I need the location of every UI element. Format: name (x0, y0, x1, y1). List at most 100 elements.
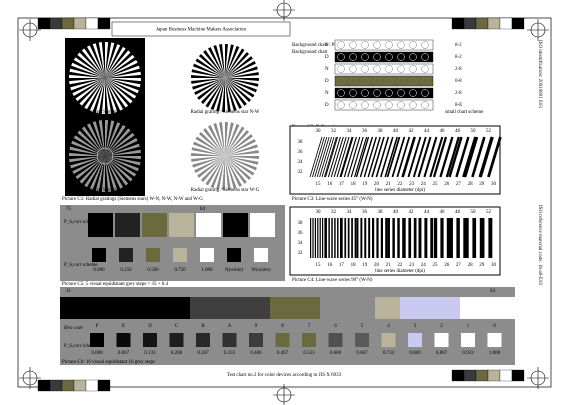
star-wedge (191, 78, 225, 84)
c5-value: W(white) (251, 268, 270, 273)
star-wedge (84, 78, 105, 110)
star-wedge (105, 78, 129, 108)
grating-line (407, 136, 422, 178)
grating-line (312, 218, 314, 258)
c6-bar (400, 297, 460, 319)
star-wedge (208, 47, 225, 78)
grating-top: 36 (362, 210, 368, 215)
c2-dot (337, 41, 345, 49)
star-wedge (225, 44, 228, 78)
star-wedge (219, 44, 225, 78)
grating-line (463, 136, 479, 178)
grating-line (314, 218, 316, 258)
star-wedge (69, 146, 105, 156)
star-wedge (105, 122, 121, 156)
c6-hex: 0 (493, 324, 496, 329)
star-wedge (225, 156, 237, 189)
c6-hex: 1 (467, 324, 470, 329)
c2-dot (337, 53, 345, 61)
grating-line (347, 218, 350, 258)
grating-line (448, 136, 463, 178)
grating-line (417, 136, 432, 178)
c2-left: N (325, 67, 329, 72)
grating-bottom: 26 (444, 182, 450, 187)
c2-dot (421, 89, 429, 97)
title-box (111, 21, 291, 37)
c6-top-left: 31 (66, 289, 72, 294)
grating-line (424, 218, 428, 258)
star-wedge (105, 143, 140, 156)
star-wedge (105, 120, 109, 156)
grating-line (309, 136, 323, 178)
c6-patch (408, 333, 422, 347)
grating-left: 38 (298, 221, 304, 226)
star-wedge (195, 58, 225, 78)
star-wedge (77, 52, 105, 78)
star-wedge (105, 42, 109, 78)
star-wedge (192, 78, 225, 90)
c6-patch (302, 333, 316, 347)
c5-value: 0.000 (93, 268, 105, 273)
grating-bottom: 20 (374, 263, 380, 268)
c2-dot (349, 77, 357, 85)
star-wedge (105, 78, 112, 114)
star-wedge (105, 156, 139, 172)
star-wedge (105, 42, 115, 78)
c2-title: Background chart / Picture (292, 43, 347, 48)
c6-hex: 4 (387, 324, 390, 329)
star-wedge (71, 140, 105, 156)
star-wedge (225, 78, 237, 111)
control-patch (37, 17, 51, 30)
c2-right: 8-2 (455, 43, 462, 48)
grating-line (434, 218, 438, 258)
grating-line (354, 218, 357, 258)
star-wedge (225, 122, 234, 156)
star-wedge (69, 74, 105, 78)
c6-hex: E (122, 324, 125, 329)
star-wedge (105, 156, 137, 177)
star-wedge (105, 156, 118, 191)
grating-line (344, 218, 347, 258)
grating-line (456, 218, 460, 258)
grating-line (432, 136, 448, 178)
grating-line (449, 218, 453, 258)
grating-bottom: 19 (362, 263, 368, 268)
star-wedge (194, 78, 225, 95)
grating-top: 44 (424, 210, 430, 215)
star-wedge (84, 156, 105, 188)
star-wedge (210, 78, 225, 110)
grating-bottom: 17 (339, 182, 345, 187)
grating-line (341, 218, 343, 258)
caption: Picture C5: 5 visual equidistant grey st… (62, 282, 169, 287)
star-wedge (198, 131, 225, 156)
c5-small-patch (119, 248, 133, 262)
c6-hex: 9 (255, 324, 258, 329)
c6-hex: 5 (361, 324, 364, 329)
grating-bottom: 15 (316, 182, 322, 187)
c2-note: Background chart (292, 50, 328, 55)
star-wedge (95, 78, 105, 114)
grating-line (391, 136, 406, 178)
grating-line (324, 218, 326, 258)
c6-value: 0.400 (250, 351, 262, 356)
caption: Picture C3: Line-wave series 45° (W-N) (292, 197, 373, 202)
grating-line (397, 218, 400, 258)
star-wedge (71, 62, 105, 78)
grating-line (333, 136, 347, 178)
grating-line (328, 218, 330, 258)
c5-value: 1.000 (201, 268, 213, 273)
c2-dot (409, 77, 417, 85)
c2-dot (337, 65, 345, 73)
grating-line (330, 136, 344, 178)
c2-dot (409, 89, 417, 97)
control-patch (61, 17, 75, 30)
star-wedge (87, 45, 105, 78)
c6-value: 0.800 (409, 351, 421, 356)
grating-top: 34 (347, 129, 353, 134)
c2-left: D (325, 55, 329, 60)
star-wedge (105, 78, 123, 111)
star-wedge (208, 125, 225, 156)
grating-line (336, 136, 350, 178)
grating-line (430, 218, 434, 258)
grating-line (316, 136, 330, 178)
